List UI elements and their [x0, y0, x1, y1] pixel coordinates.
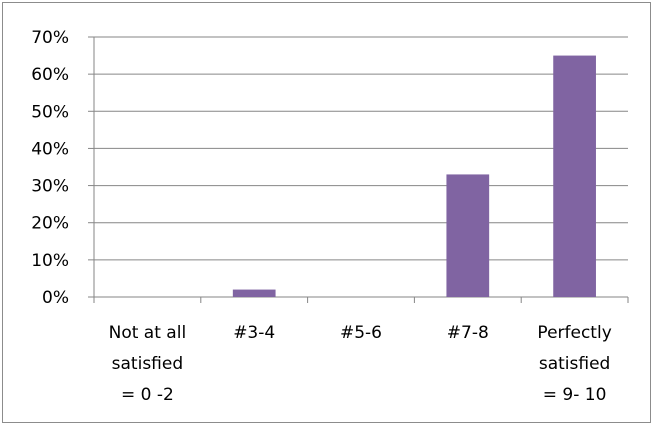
y-tick-label: 70%: [31, 28, 69, 48]
x-tick-label-line: #3-4: [233, 323, 275, 343]
y-tick-label: 0%: [42, 288, 69, 308]
y-tick-label: 40%: [31, 139, 69, 159]
chart-frame: [2, 2, 651, 423]
x-tick-label-line: = 9- 10: [543, 385, 607, 405]
y-tick-label: 10%: [31, 251, 69, 271]
x-tick-label: Perfectly satisfied = 9- 10: [537, 323, 611, 405]
bar: [232, 289, 276, 297]
x-tick-label-line: = 0 -2: [121, 385, 174, 405]
bar: [446, 174, 490, 297]
y-tick-label: 50%: [31, 102, 69, 122]
x-tick-label-line: Not at all: [109, 323, 187, 343]
x-tick-label-line: #5-6: [340, 323, 382, 343]
y-tick-label: 60%: [31, 65, 69, 85]
x-tick-label-line: satisfied: [112, 354, 183, 374]
y-tick-label: 20%: [31, 214, 69, 234]
x-tick-label: #5-6: [340, 323, 382, 343]
x-tick-label-line: Perfectly: [537, 323, 611, 343]
x-tick-label: Not at all satisfied = 0 -2: [109, 323, 187, 405]
bar: [553, 55, 596, 298]
y-tick-label: 30%: [31, 177, 69, 197]
x-tick-label-line: #7-8: [447, 323, 489, 343]
x-tick-label: #3-4: [233, 323, 275, 343]
x-tick-label: #7-8: [447, 323, 489, 343]
x-tick-label-line: satisfied: [539, 354, 610, 374]
